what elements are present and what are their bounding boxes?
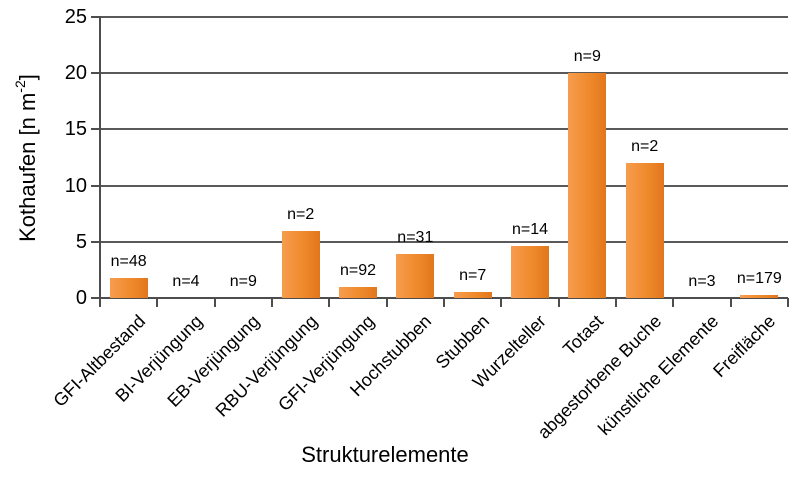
bar	[568, 73, 607, 298]
x-category-label: RBU-Verjüngung	[211, 311, 321, 421]
gridline	[100, 240, 788, 243]
y-tick-mark	[91, 240, 100, 243]
bar-value-label: n=4	[172, 273, 200, 290]
y-tick-mark	[91, 72, 100, 75]
y-tick-mark	[91, 128, 100, 131]
x-tick-mark	[271, 298, 273, 307]
bar-value-label: n=14	[511, 221, 549, 239]
x-tick-mark	[443, 298, 445, 307]
bar	[740, 294, 779, 298]
bar-value-label: n=2	[631, 138, 659, 156]
gridline	[100, 16, 788, 18]
x-tick-mark	[213, 298, 216, 307]
bar	[281, 230, 320, 298]
y-tick-label: 15	[64, 118, 87, 141]
bar-value-label: n=2	[287, 205, 315, 223]
x-tick-mark	[729, 298, 732, 307]
x-tick-mark	[99, 298, 101, 307]
y-tick-mark	[91, 184, 100, 187]
y-axis-title-text: Kothaufen [n m	[15, 92, 40, 242]
y-tick-label: 25	[64, 6, 87, 28]
bar	[396, 254, 435, 298]
y-tick-label: 0	[75, 287, 87, 309]
bar-value-label: n=48	[110, 252, 147, 270]
bar-value-label: n=9	[573, 48, 601, 66]
x-tick-mark	[328, 298, 331, 307]
y-tick-label: 20	[64, 62, 87, 85]
bar-value-label: n=9	[229, 273, 257, 290]
bar-value-label: n=92	[339, 261, 377, 279]
bar-value-label: n=179	[736, 269, 782, 287]
bar	[339, 286, 377, 298]
y-tick-label: 10	[64, 174, 87, 197]
x-tick-mark	[615, 298, 617, 307]
x-tick-mark	[156, 298, 159, 307]
bar-value-label: n=31	[397, 229, 434, 247]
y-tick-mark	[91, 16, 100, 18]
x-axis-title: Strukturelemente	[301, 442, 469, 467]
x-tick-mark	[500, 298, 503, 307]
y-tick-mark	[91, 297, 100, 299]
bar	[109, 277, 148, 298]
x-category-label: Totast	[559, 311, 608, 360]
bar	[625, 163, 664, 298]
y-axis-line	[99, 16, 101, 299]
y-tick-label: 5	[75, 230, 87, 253]
bar-value-label: n=3	[688, 273, 716, 290]
bar-value-label: n=7	[459, 267, 487, 285]
x-category-label: Freifläche	[709, 311, 780, 382]
x-tick-mark	[385, 298, 388, 307]
gridline	[100, 128, 788, 131]
y-axis-title: Kothaufen [n m-2]	[11, 8, 42, 308]
bar	[453, 292, 492, 298]
x-tick-mark	[787, 298, 789, 307]
x-tick-mark	[672, 298, 675, 307]
gridline	[100, 72, 788, 75]
gridline	[100, 184, 788, 187]
bar	[511, 246, 549, 298]
x-tick-mark	[557, 298, 560, 307]
y-axis-title-superscript: -2	[11, 80, 28, 93]
